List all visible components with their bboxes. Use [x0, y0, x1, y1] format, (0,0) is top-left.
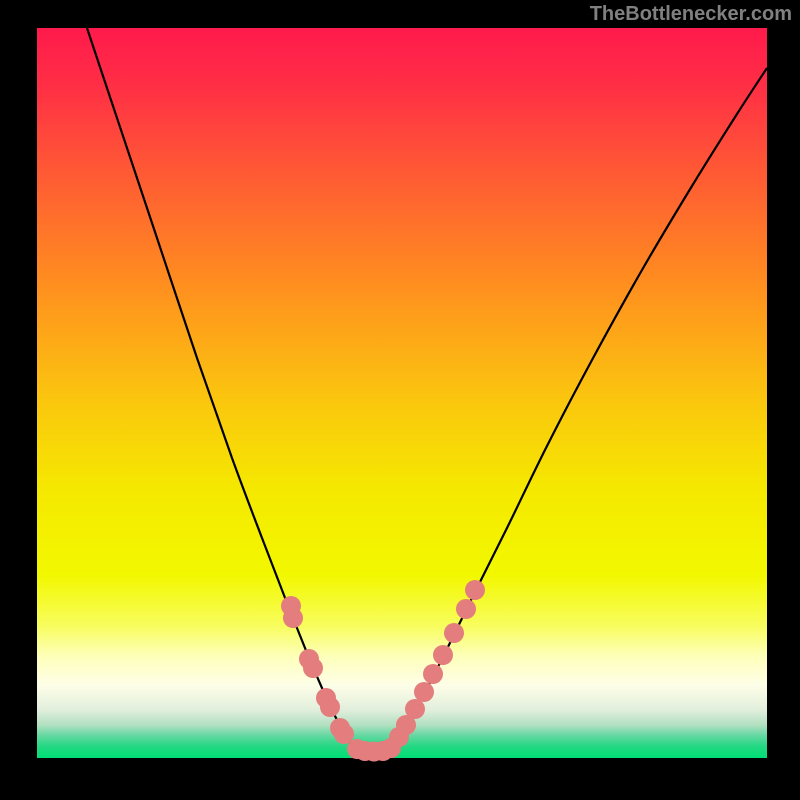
data-marker: [423, 664, 443, 684]
data-marker: [283, 608, 303, 628]
plot-area: [37, 28, 767, 758]
left-curve: [87, 28, 354, 748]
chart-layer: [37, 28, 767, 758]
data-marker: [433, 645, 453, 665]
data-marker: [414, 682, 434, 702]
data-marker: [405, 699, 425, 719]
data-marker: [465, 580, 485, 600]
data-markers: [281, 580, 485, 762]
watermark-text: TheBottlenecker.com: [590, 3, 792, 26]
data-marker: [444, 623, 464, 643]
data-marker: [303, 658, 323, 678]
data-marker: [456, 599, 476, 619]
data-marker: [320, 697, 340, 717]
